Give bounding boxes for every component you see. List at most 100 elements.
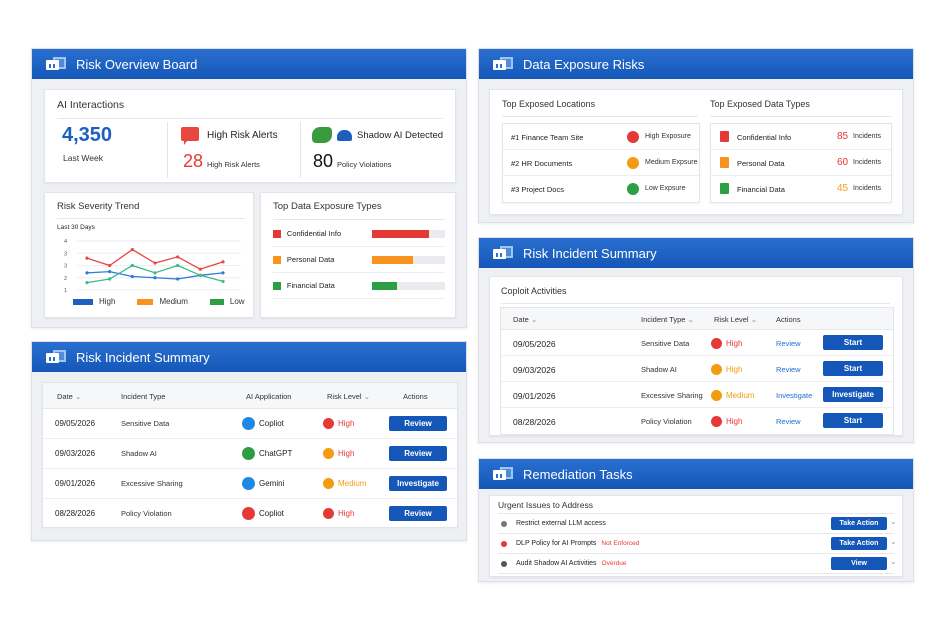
chevron-down-icon: ⌄ <box>530 315 538 324</box>
data-type-name: Confidential Info <box>737 133 792 142</box>
legend-swatch-medium <box>137 298 154 305</box>
task-status: Not Enforced <box>601 540 640 547</box>
location-name: #1 Finance Team Site <box>511 133 584 142</box>
row-start-button[interactable]: Start <box>823 335 883 350</box>
task-action-button[interactable]: View <box>831 557 887 570</box>
risk-dot-icon <box>323 508 334 519</box>
row-action-link[interactable]: Investigate <box>776 391 813 400</box>
risk-dot-icon <box>711 416 722 427</box>
status-dot-icon <box>501 521 507 527</box>
y-tick-label: 4 <box>64 239 67 245</box>
dashboard-icon <box>493 246 513 260</box>
alert-icon <box>181 127 199 145</box>
chevron-down-icon[interactable]: ⌄ <box>890 537 897 546</box>
row-risk-level: High <box>338 419 355 428</box>
location-row: #2 HR Documents Medium Expsure <box>503 150 699 176</box>
panel-header: Data Exposure Risks <box>479 49 913 79</box>
panel-title: Risk Incident Summary <box>523 245 657 261</box>
incident-summary-right-panel: Risk Incident Summary Coploit Activities… <box>478 237 914 443</box>
row-action-button[interactable]: Review <box>389 416 447 431</box>
row-risk-level: High <box>338 449 355 458</box>
panel-title: Remediation Tasks <box>523 466 633 482</box>
column-incident-type[interactable]: Incident Type ⌄ <box>641 315 694 324</box>
task-action-button[interactable]: Take Action <box>831 517 887 530</box>
task-label-group: Restrict external LLM access <box>516 520 606 527</box>
column-risk-level[interactable]: Risk Level ⌄ <box>714 315 757 324</box>
chevron-down-icon: ⌄ <box>363 392 370 401</box>
status-dot-icon <box>501 541 507 547</box>
table-row: 09/03/2026 Shadow AI ChatGPT High Review <box>43 439 457 469</box>
task-label: Restrict external LLM access <box>516 520 606 527</box>
task-list: Restrict external LLM access Take Action ⌄… <box>498 514 897 574</box>
exposure-types-card: Top Data Exposure Types Confidential Inf… <box>260 192 456 318</box>
document-icon <box>720 183 729 194</box>
panel-header: Risk Incident Summary <box>479 238 913 268</box>
row-risk-level: Medium <box>726 391 755 400</box>
row-ai-application: ChatGPT <box>259 449 293 458</box>
copilot-activities-card: Coploit Activities Date ⌄ Incident Type … <box>489 276 903 436</box>
row-risk-level: High <box>338 509 355 518</box>
locations-list: #1 Finance Team Site High Exposure #2 HR D… <box>502 123 700 203</box>
data-point <box>130 263 134 268</box>
row-start-button[interactable]: Investigate <box>823 387 883 402</box>
task-label-group: Audit Shadow AI Activities Overdue <box>516 560 626 567</box>
panel-title: Risk Incident Summary <box>76 349 210 365</box>
task-action-button[interactable]: Take Action <box>831 537 887 550</box>
series-red-line <box>86 248 224 270</box>
table-row: 09/05/2026 Sensitive Data Copliot High Revie… <box>43 409 457 439</box>
chevron-down-icon: ⌄ <box>74 392 82 401</box>
incident-count: 45 <box>837 183 849 194</box>
y-tick-label: 2 <box>64 276 67 282</box>
type-swatch <box>273 281 281 290</box>
y-tick-label: 3 <box>64 264 67 270</box>
column-date[interactable]: Date ⌄ <box>513 315 538 324</box>
locations-title: Top Exposed Locations <box>502 99 596 109</box>
column-actions: Actions <box>776 315 801 324</box>
exposure-type-row: Personal Data <box>273 247 445 273</box>
row-action-link[interactable]: Review <box>776 417 801 426</box>
exposure-type-row: Confidential Info <box>273 221 445 247</box>
panel-header: Risk Incident Summary <box>32 342 466 372</box>
risk-dot-icon <box>323 418 334 429</box>
row-start-button[interactable]: Start <box>823 361 883 376</box>
row-action-link[interactable]: Review <box>776 365 801 374</box>
risk-dot-icon <box>323 478 334 489</box>
row-action-button[interactable]: Review <box>389 446 447 461</box>
row-action-button[interactable]: Investigate <box>389 476 447 491</box>
table-row: 09/03/2026 Shadow AI High Review Start <box>501 356 893 382</box>
row-start-button[interactable]: Start <box>823 413 883 428</box>
interactions-period: Last Week <box>63 153 104 163</box>
app-logo-icon <box>242 477 255 490</box>
exposure-level: High Exposure <box>645 133 691 140</box>
data-point <box>198 273 202 277</box>
location-name: #2 HR Documents <box>511 159 573 168</box>
column-risk-level[interactable]: Risk Level ⌄ <box>327 392 370 401</box>
chevron-down-icon[interactable]: ⌄ <box>890 557 897 566</box>
chevron-down-icon[interactable]: ⌄ <box>890 517 897 526</box>
chevron-down-icon: ⌄ <box>750 315 757 324</box>
task-label-group: DLP Policy for AI Prompts Not Enforced <box>516 540 639 547</box>
row-action-link[interactable]: Review <box>776 339 801 348</box>
exposure-dot-icon <box>627 131 639 143</box>
type-swatch <box>273 229 281 238</box>
risk-dot-icon <box>711 338 722 349</box>
row-risk-level: High <box>726 365 743 374</box>
row-action-button[interactable]: Review <box>389 506 447 521</box>
risk-dot-icon <box>323 448 334 459</box>
data-exposure-panel: Data Exposure Risks Top Exposed Location… <box>478 48 914 223</box>
app-logo-icon <box>242 447 255 460</box>
data-point <box>130 247 134 252</box>
app-logo-icon <box>242 417 255 430</box>
document-icon <box>720 131 729 142</box>
shadow-ai-heading: Shadow AI Detected <box>357 130 444 141</box>
row-ai-application: Copliot <box>259 509 284 518</box>
location-name: #3 Project Docs <box>511 185 564 194</box>
data-type-row: Personal Data 60 Incidents <box>711 150 891 176</box>
shadow-ai-icon <box>312 127 332 143</box>
column-date[interactable]: Date ⌄ <box>57 392 82 401</box>
data-point <box>176 277 180 281</box>
data-point <box>153 271 157 275</box>
row-incident-type: Policy Violation <box>121 509 172 518</box>
data-point <box>221 260 225 264</box>
legend-label: Medium <box>159 297 188 306</box>
